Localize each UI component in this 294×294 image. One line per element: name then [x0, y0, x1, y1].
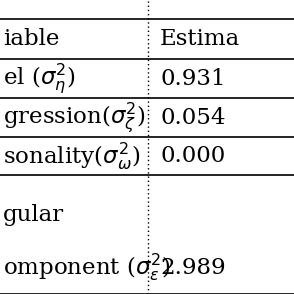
Text: Estima: Estima	[160, 28, 240, 50]
Text: 0.000: 0.000	[160, 145, 225, 167]
Text: gression($\sigma_{\zeta}^{2}$): gression($\sigma_{\zeta}^{2}$)	[3, 101, 146, 135]
Text: 0.054: 0.054	[160, 107, 226, 128]
Text: el ($\sigma_{\eta}^{2}$): el ($\sigma_{\eta}^{2}$)	[3, 61, 76, 96]
Text: omponent ($\sigma_{\varepsilon}^{2}$): omponent ($\sigma_{\varepsilon}^{2}$)	[3, 252, 171, 283]
Text: 2.989: 2.989	[160, 257, 226, 278]
Text: gular: gular	[3, 204, 64, 225]
Text: 0.931: 0.931	[160, 68, 226, 90]
Text: sonality($\sigma_{\omega}^{2}$): sonality($\sigma_{\omega}^{2}$)	[3, 140, 140, 172]
Text: iable: iable	[3, 28, 59, 50]
